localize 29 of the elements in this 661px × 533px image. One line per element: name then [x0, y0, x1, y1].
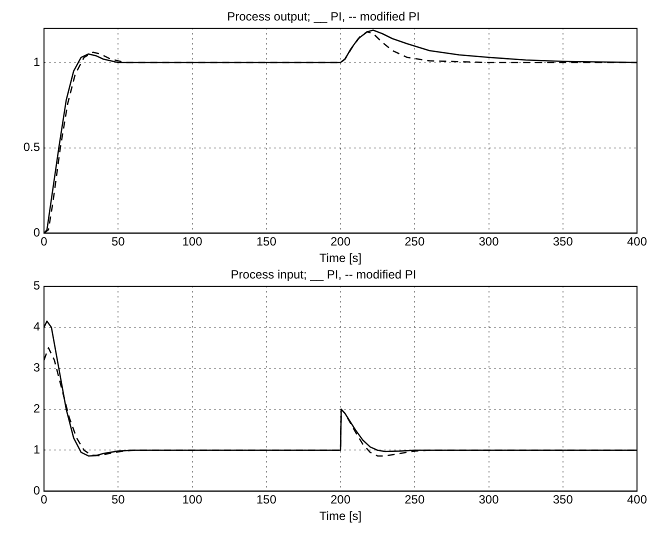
chart-title: Process input; __ PI, -- modified PI — [230, 268, 416, 282]
y-tick-label: 0.5 — [23, 140, 40, 154]
x-tick-label: 250 — [404, 234, 425, 249]
y-tick-label: 4 — [33, 320, 40, 334]
x-tick-label: 300 — [478, 234, 500, 249]
x-tick-label: 400 — [626, 492, 648, 507]
y-tick-label: 5 — [33, 278, 40, 293]
x-tick-label: 350 — [552, 492, 574, 507]
x-tick-label: 400 — [626, 234, 648, 249]
x-tick-label: 350 — [552, 234, 574, 249]
y-tick-label: 1 — [33, 54, 40, 69]
x-tick-label: 250 — [404, 492, 425, 507]
x-tick-label: 100 — [182, 492, 203, 507]
x-tick-label: 50 — [111, 234, 126, 249]
y-tick-label: 1 — [33, 442, 40, 457]
y-tick-label: 2 — [33, 402, 40, 416]
x-tick-label: 150 — [256, 492, 277, 507]
x-axis-title: Time [s] — [319, 509, 362, 524]
x-axis-title: Time [s] — [319, 251, 362, 266]
chart-title: Process output; __ PI, -- modified PI — [227, 10, 420, 24]
x-tick-label: 100 — [182, 234, 203, 249]
x-tick-label: 300 — [478, 492, 500, 507]
x-tick-label: 50 — [111, 492, 126, 507]
x-tick-label: 200 — [330, 234, 351, 249]
x-tick-label: 200 — [330, 492, 351, 507]
x-tick-label: 150 — [256, 234, 277, 249]
y-tick-label: 3 — [33, 360, 40, 375]
y-tick-label: 0 — [33, 226, 40, 240]
y-tick-label: 0 — [33, 484, 40, 498]
